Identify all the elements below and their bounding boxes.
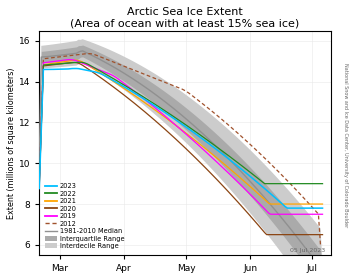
- Legend: 2023, 2022, 2021, 2020, 2019, 2012, 1981-2010 Median, Interquartile Range, Inter: 2023, 2022, 2021, 2020, 2019, 2012, 1981…: [43, 181, 127, 252]
- Title: Arctic Sea Ice Extent
(Area of ocean with at least 15% sea ice): Arctic Sea Ice Extent (Area of ocean wit…: [70, 7, 300, 29]
- Text: National Snow and Ice Data Center, University of Colorado Boulder: National Snow and Ice Data Center, Unive…: [343, 64, 348, 228]
- Y-axis label: Extent (millions of square kilometers): Extent (millions of square kilometers): [7, 67, 16, 219]
- Text: 05 Jul 2023: 05 Jul 2023: [290, 248, 325, 253]
